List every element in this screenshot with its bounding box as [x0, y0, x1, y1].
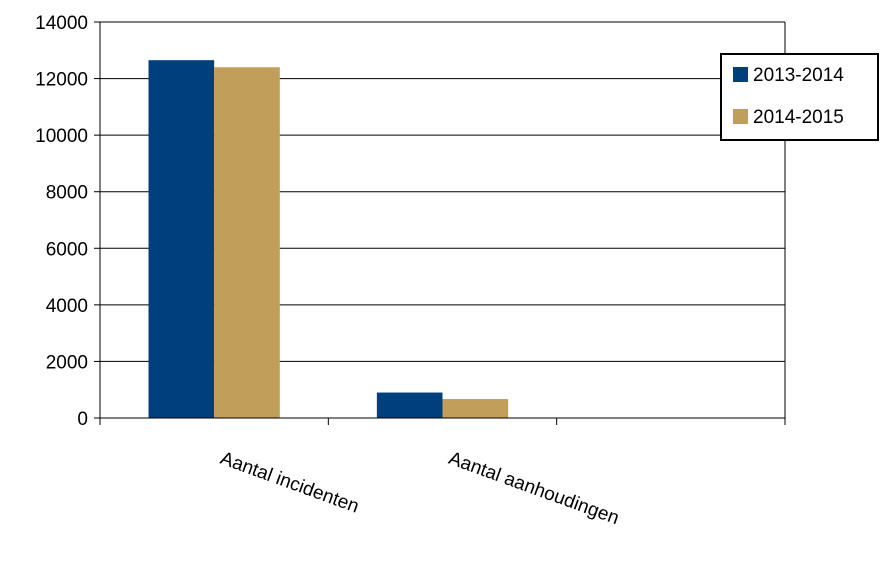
- y-tick-label: 10000: [35, 126, 88, 147]
- x-category-label: Aantal incidenten: [217, 448, 361, 518]
- y-tick-label: 2000: [46, 352, 88, 373]
- bar-2014-2015-0: [214, 67, 280, 418]
- legend-label-2013-2014: 2013-2014: [753, 65, 844, 86]
- y-tick-label: 12000: [35, 70, 88, 91]
- x-category-labels: Aantal incidenten Aantal aanhoudingen: [217, 448, 621, 529]
- legend-swatch-2013-2014: [733, 67, 748, 82]
- y-tick-label: 0: [77, 409, 88, 430]
- y-tick-label: 14000: [35, 13, 88, 34]
- legend: 2013-2014 2014-2015: [720, 53, 879, 141]
- bar-2013-2014-1: [376, 392, 443, 418]
- y-tick-label: 4000: [46, 296, 88, 317]
- x-category-label: Aantal aanhoudingen: [446, 448, 622, 529]
- legend-label-2014-2015: 2014-2015: [753, 107, 844, 128]
- legend-box: [720, 53, 879, 141]
- axes: [94, 21, 786, 425]
- y-tick-label: 6000: [46, 239, 88, 260]
- bars: [148, 60, 509, 418]
- y-tick-label: 8000: [46, 183, 88, 204]
- bar-2013-2014-0: [148, 60, 215, 418]
- legend-swatch-2014-2015: [733, 109, 748, 124]
- y-tick-labels: 0 2000 4000 6000 8000 10000 12000 14000: [35, 13, 88, 430]
- bar-2014-2015-1: [442, 399, 509, 418]
